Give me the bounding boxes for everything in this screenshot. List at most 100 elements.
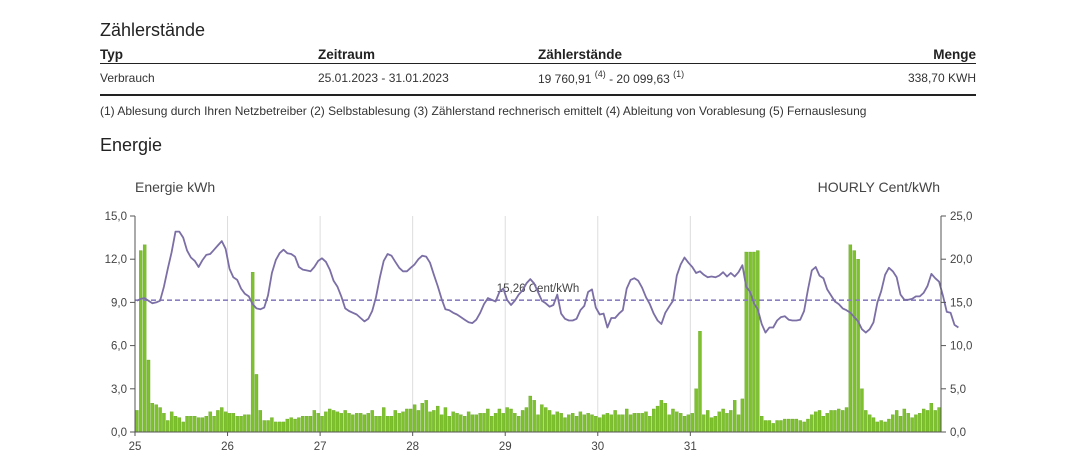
right-tick-label: 10,0 bbox=[950, 341, 972, 353]
energy-bar bbox=[328, 408, 332, 433]
energy-bar bbox=[586, 413, 590, 433]
energy-bar bbox=[860, 388, 864, 433]
energy-bar bbox=[416, 410, 421, 433]
energy-bar bbox=[628, 414, 633, 433]
column-header-type: Typ bbox=[100, 47, 318, 64]
energy-bar bbox=[937, 407, 941, 433]
energy-bar bbox=[250, 272, 255, 433]
energy-bar bbox=[355, 413, 359, 433]
energy-bar bbox=[613, 410, 617, 433]
price-line bbox=[136, 230, 959, 334]
energy-bar bbox=[852, 250, 856, 433]
right-tick-label: 0,0 bbox=[950, 427, 966, 439]
energy-bar bbox=[679, 413, 683, 433]
column-header-period: Zeitraum bbox=[318, 47, 538, 64]
energy-bar bbox=[142, 244, 147, 433]
energy-bar bbox=[817, 410, 822, 433]
energy-bar bbox=[139, 250, 143, 433]
energy-bar bbox=[694, 388, 698, 433]
price-line-group bbox=[136, 230, 959, 334]
left-axis-legend: Energie kWh bbox=[135, 179, 215, 195]
energy-bar bbox=[632, 413, 637, 433]
energy-bar bbox=[813, 411, 818, 433]
energy-bars bbox=[135, 244, 941, 433]
energy-bar bbox=[871, 417, 876, 433]
energy-bar bbox=[470, 414, 475, 433]
energy-bar bbox=[617, 414, 621, 433]
energy-bar bbox=[759, 416, 764, 433]
energy-bar bbox=[690, 413, 694, 433]
energy-bar bbox=[771, 423, 775, 433]
energy-bar bbox=[436, 405, 440, 433]
energy-bar bbox=[767, 420, 772, 433]
energy-bar bbox=[590, 414, 594, 433]
cell-type: Verbrauch bbox=[100, 63, 318, 96]
energy-bar bbox=[709, 417, 714, 433]
table-row: Verbrauch 25.01.2023 - 31.01.2023 19 760… bbox=[100, 63, 976, 96]
energy-bar bbox=[918, 413, 922, 433]
energy-bar bbox=[304, 416, 309, 433]
energy-bar bbox=[478, 413, 482, 433]
energy-bar bbox=[366, 413, 370, 433]
energy-bar bbox=[698, 331, 702, 433]
energy-bar bbox=[887, 418, 891, 433]
energy-bar bbox=[362, 414, 367, 433]
x-tick-label: 31 bbox=[684, 441, 697, 453]
energy-bar bbox=[902, 408, 907, 433]
energy-bar bbox=[378, 416, 382, 433]
reading-start: 19 760,91 bbox=[538, 72, 592, 86]
energy-bar bbox=[247, 414, 251, 433]
energy-bar bbox=[925, 410, 930, 433]
column-header-readings: Zählerstände bbox=[538, 47, 788, 64]
energy-bar bbox=[428, 411, 432, 433]
energy-bar bbox=[185, 416, 189, 433]
energy-bar bbox=[239, 416, 243, 433]
energy-bar bbox=[821, 416, 826, 433]
energy-bar bbox=[135, 410, 139, 433]
left-tick-label: 15,0 bbox=[105, 211, 127, 223]
energy-bar bbox=[640, 413, 644, 433]
energy-bar bbox=[840, 410, 845, 433]
energy-bar bbox=[447, 416, 451, 433]
x-tick-label: 29 bbox=[499, 441, 512, 453]
energy-bar bbox=[243, 414, 247, 433]
energy-bar bbox=[177, 417, 182, 433]
table-header-row: Typ Zeitraum Zählerstände Menge bbox=[100, 47, 976, 64]
energy-bar bbox=[331, 410, 336, 433]
energy-bar bbox=[578, 411, 583, 433]
average-price-label: 15,26 Cent/kWh bbox=[497, 283, 579, 295]
energy-bar bbox=[301, 416, 305, 433]
energy-bar bbox=[347, 413, 351, 433]
x-tick-label: 26 bbox=[221, 441, 234, 453]
energy-bar bbox=[181, 421, 185, 433]
energy-bar bbox=[528, 395, 532, 433]
energy-bar bbox=[150, 403, 155, 433]
right-tick-label: 15,0 bbox=[950, 297, 972, 309]
energy-bar bbox=[752, 251, 756, 433]
energy-bar bbox=[397, 413, 401, 433]
energy-bar bbox=[339, 413, 343, 433]
energy-bar bbox=[921, 408, 926, 433]
energy-bar bbox=[898, 416, 903, 433]
energy-bar bbox=[443, 407, 448, 433]
energy-bar bbox=[713, 416, 718, 433]
energy-bar bbox=[451, 411, 455, 433]
energy-bar bbox=[274, 421, 278, 433]
energy-bar bbox=[833, 410, 837, 433]
energy-bar bbox=[486, 408, 490, 433]
energy-bar bbox=[216, 410, 220, 433]
average-price-line-group: 15,26 Cent/kWh bbox=[135, 283, 941, 301]
energy-bar bbox=[490, 416, 494, 433]
energy-bar bbox=[146, 359, 151, 433]
energy-bar bbox=[721, 408, 725, 433]
reading-end: 20 099,63 bbox=[616, 72, 670, 86]
energy-bar bbox=[929, 403, 934, 433]
energy-bar bbox=[733, 400, 737, 433]
column-header-amount: Menge bbox=[788, 47, 976, 64]
energy-bar bbox=[189, 416, 193, 433]
energy-bar bbox=[914, 414, 918, 433]
energy-bar bbox=[493, 413, 498, 433]
energy-bar bbox=[405, 408, 409, 433]
energy-bar bbox=[667, 414, 671, 433]
energy-bar bbox=[810, 414, 814, 433]
